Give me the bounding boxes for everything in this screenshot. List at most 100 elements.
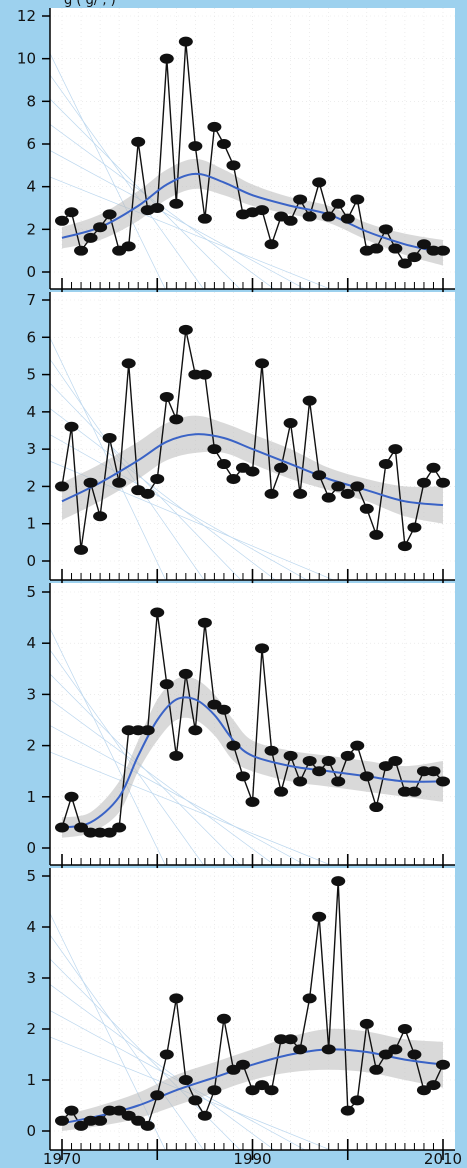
data-point — [216, 1013, 231, 1024]
data-point — [426, 766, 441, 777]
data-point — [293, 488, 308, 499]
decor-diagonal — [50, 52, 166, 289]
trend-line — [61, 696, 444, 829]
data-point — [178, 324, 193, 335]
data-point — [169, 750, 184, 761]
x-tick-label: 1990 — [233, 1150, 271, 1168]
data-point — [378, 224, 393, 235]
data-point — [331, 776, 346, 787]
data-point — [74, 1120, 89, 1131]
decor-diagonal — [50, 934, 205, 1150]
data-point — [83, 232, 98, 243]
data-point — [131, 1115, 146, 1126]
data-point — [55, 822, 69, 833]
data-point — [426, 1080, 441, 1091]
panel-4-plot-area — [50, 868, 455, 1150]
data-point — [369, 529, 384, 540]
panel-2-plot-area — [50, 292, 455, 580]
data-point — [178, 36, 193, 47]
decor-diagonal — [50, 698, 275, 865]
y-tick-label: 12 — [17, 7, 36, 25]
data-point — [112, 822, 127, 833]
data-point — [140, 725, 155, 736]
data-point — [416, 1085, 431, 1096]
y-tick-label: 2 — [26, 220, 36, 238]
data-point — [150, 1090, 165, 1101]
data-point — [283, 418, 298, 429]
header-text: g ( g/ , ) — [64, 0, 116, 8]
data-point — [197, 1110, 212, 1121]
data-point — [207, 444, 222, 455]
data-point — [245, 466, 260, 477]
data-point — [140, 1120, 155, 1131]
y-tick-label: 0 — [26, 1122, 36, 1140]
data-point — [102, 827, 117, 838]
data-point — [283, 1034, 298, 1045]
data-point — [416, 477, 431, 488]
data-point — [264, 239, 279, 250]
data-point — [264, 745, 279, 756]
data-point — [388, 243, 403, 254]
decor-diagonal — [50, 176, 331, 289]
data-point — [112, 1105, 127, 1116]
data-point — [255, 643, 270, 654]
data-point — [226, 740, 241, 751]
y-tick-label: 3 — [26, 969, 36, 987]
data-point — [150, 203, 165, 213]
data-point — [321, 492, 336, 503]
y-tick-label: 4 — [26, 634, 36, 652]
data-point — [302, 211, 317, 222]
data-point — [93, 511, 108, 522]
y-tick-label: 3 — [26, 440, 36, 458]
panel-2: 0 1 2 3 4 5 6 7 — [26, 291, 455, 590]
y-tick-label: 1 — [26, 1071, 36, 1089]
data-point — [55, 481, 69, 492]
y-tick-label: 1 — [26, 515, 36, 533]
data-point — [169, 198, 184, 209]
data-point — [293, 1044, 308, 1055]
data-point — [197, 213, 212, 224]
data-point — [140, 488, 155, 499]
confidence-band — [62, 415, 443, 524]
data-point — [312, 766, 327, 777]
data-point — [169, 993, 184, 1004]
data-point — [340, 750, 355, 761]
data-point — [436, 477, 450, 488]
decor-diagonal — [50, 673, 241, 865]
data-point — [255, 1080, 270, 1091]
y-tick-label: 2 — [26, 477, 36, 495]
data-point — [55, 215, 69, 226]
data-point — [436, 776, 450, 787]
data-point — [340, 1105, 355, 1116]
data-point — [312, 470, 327, 481]
data-point — [197, 617, 212, 628]
data-point — [207, 699, 222, 710]
data-point — [255, 358, 270, 369]
y-tick-label: 2 — [26, 737, 36, 755]
decor-diagonal — [50, 751, 332, 865]
data-point — [274, 786, 289, 797]
data-point — [350, 194, 365, 205]
data-point — [302, 755, 317, 766]
trend-line — [61, 172, 444, 254]
data-point — [283, 750, 298, 761]
data-point — [159, 1049, 174, 1060]
y-tick-label: 0 — [26, 552, 36, 570]
decor-diagonal — [50, 382, 242, 580]
data-point — [293, 194, 308, 205]
x-tick-label: 2010 — [424, 1150, 462, 1168]
y-tick-label: 6 — [26, 328, 36, 346]
decor-diagonal — [50, 958, 241, 1150]
data-point — [121, 358, 136, 369]
data-point — [235, 771, 250, 782]
y-tick-label: 4 — [26, 403, 36, 421]
data-point — [378, 459, 393, 470]
decor-diagonal — [50, 74, 204, 289]
data-point — [407, 252, 422, 263]
data-point — [102, 432, 117, 443]
data-point — [369, 802, 384, 813]
data-point — [169, 414, 184, 425]
confidence-band — [62, 676, 443, 838]
data-point — [369, 1064, 384, 1075]
